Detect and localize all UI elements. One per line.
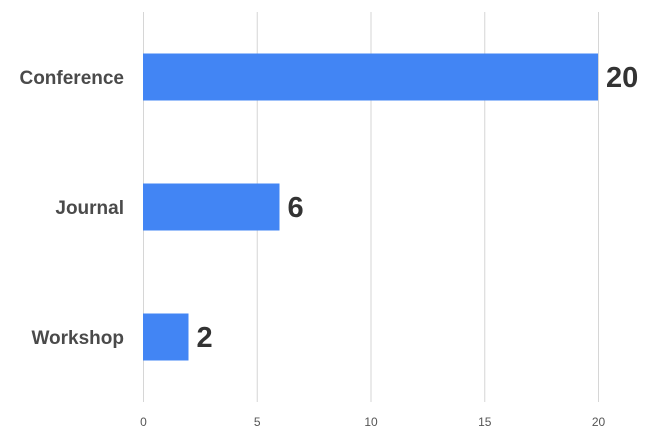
data-label-workshop: 2 [197, 322, 213, 354]
x-tick-label: 5 [254, 415, 261, 429]
x-tick-label: 20 [592, 415, 606, 429]
x-tick-label: 0 [140, 415, 147, 429]
bar-journal [143, 183, 280, 231]
data-label-journal: 6 [288, 192, 304, 224]
category-label-workshop: Workshop [31, 328, 124, 349]
category-label-conference: Conference [19, 68, 124, 89]
x-tick-label: 15 [478, 415, 492, 429]
x-axis-ticks: 0 5 10 15 20 [140, 415, 605, 429]
category-labels: Conference Journal Workshop [19, 68, 124, 349]
bar-conference [143, 53, 598, 101]
data-label-conference: 20 [606, 62, 638, 94]
bar-workshop [143, 313, 189, 361]
x-tick-label: 10 [364, 415, 378, 429]
bars [143, 53, 598, 361]
category-label-journal: Journal [55, 198, 124, 219]
